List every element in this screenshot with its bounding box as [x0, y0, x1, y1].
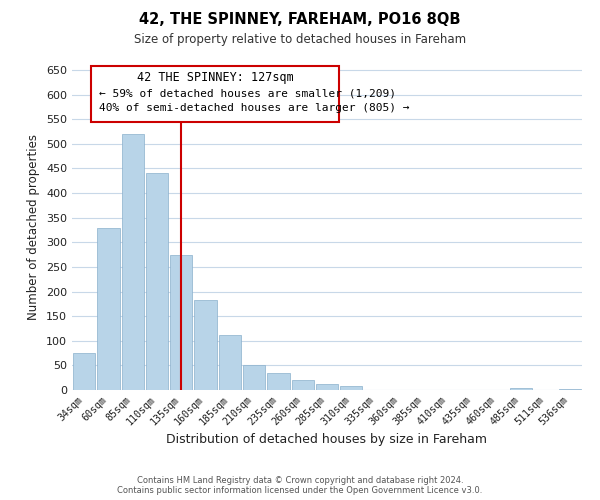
Bar: [97, 228, 119, 390]
Bar: [510, 388, 532, 390]
Text: Size of property relative to detached houses in Fareham: Size of property relative to detached ho…: [134, 32, 466, 46]
Text: 42, THE SPINNEY, FAREHAM, PO16 8QB: 42, THE SPINNEY, FAREHAM, PO16 8QB: [139, 12, 461, 28]
Bar: [559, 388, 581, 390]
Y-axis label: Number of detached properties: Number of detached properties: [28, 134, 40, 320]
Text: 40% of semi-detached houses are larger (805) →: 40% of semi-detached houses are larger (…: [99, 103, 409, 113]
X-axis label: Distribution of detached houses by size in Fareham: Distribution of detached houses by size …: [167, 433, 487, 446]
Bar: [73, 353, 95, 390]
Bar: [218, 335, 241, 390]
Bar: [146, 174, 168, 390]
Bar: [292, 380, 314, 390]
Text: 42 THE SPINNEY: 127sqm: 42 THE SPINNEY: 127sqm: [137, 71, 293, 84]
Bar: [340, 386, 362, 390]
Bar: [170, 254, 193, 390]
FancyBboxPatch shape: [91, 66, 339, 122]
Bar: [243, 366, 265, 390]
Bar: [267, 373, 290, 390]
Bar: [194, 300, 217, 390]
Bar: [316, 384, 338, 390]
Bar: [122, 134, 144, 390]
Text: Contains HM Land Registry data © Crown copyright and database right 2024.
Contai: Contains HM Land Registry data © Crown c…: [118, 476, 482, 495]
Text: ← 59% of detached houses are smaller (1,209): ← 59% of detached houses are smaller (1,…: [99, 88, 396, 98]
